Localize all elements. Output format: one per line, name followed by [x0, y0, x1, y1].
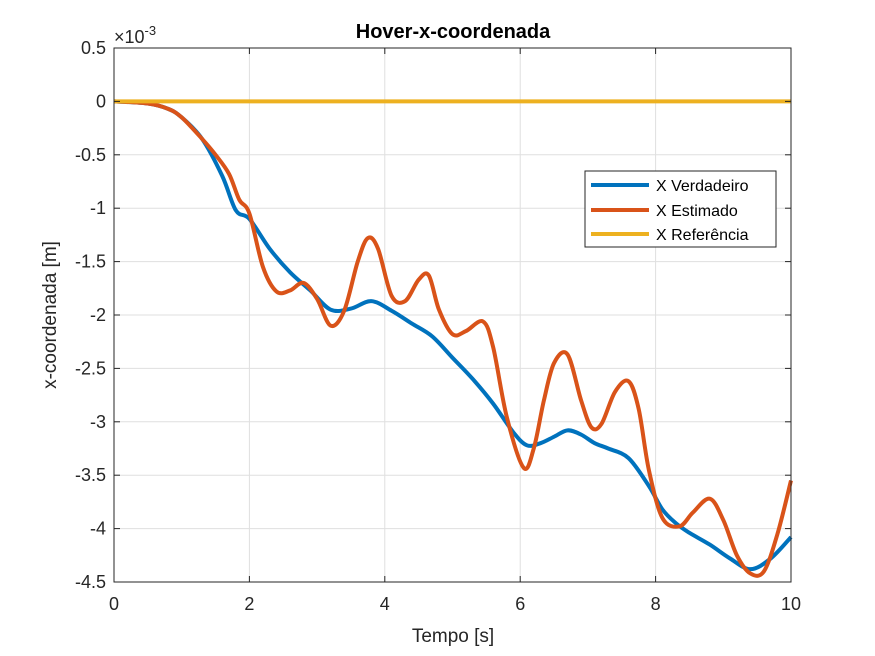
y-exponent-prefix: ×10 [114, 27, 145, 47]
tick-labels: 0 2 4 6 8 10 0.5 0 -0.5 -1 -1.5 -2 -2.5 -3 -3.5 -4 -4.5 [75, 38, 801, 614]
y-tick-label: -3.5 [75, 465, 106, 485]
x-tick-label: 8 [651, 594, 661, 614]
x-tick-label: 10 [781, 594, 801, 614]
y-tick-label: 0 [96, 91, 106, 111]
ticks [113, 47, 792, 583]
y-tick-label: -2 [90, 305, 106, 325]
y-tick-label: -0.5 [75, 145, 106, 165]
legend-label-estimado: X Estimado [656, 203, 738, 220]
x-tick-label: 4 [380, 594, 390, 614]
chart-title: Hover-x-coordenada [356, 21, 551, 43]
legend: X Verdadeiro X Estimado X Referência [584, 170, 777, 248]
legend-label-referencia: X Referência [656, 227, 749, 244]
series-line-verdadeiro [113, 99, 793, 572]
y-axis-label: x-coordenada [m] [40, 241, 61, 389]
y-exponent-label: ×10-3 [114, 23, 156, 47]
x-tick-label: 6 [515, 594, 525, 614]
legend-label-verdadeiro: X Verdadeiro [656, 178, 749, 195]
grid [114, 48, 791, 582]
y-exponent-power: -3 [145, 23, 157, 38]
y-tick-label: -1 [90, 198, 106, 218]
y-tick-label: -4 [90, 519, 106, 539]
y-tick-label: -1.5 [75, 252, 106, 272]
series-line-estimado [113, 99, 793, 578]
x-tick-label: 2 [244, 594, 254, 614]
y-tick-label: -4.5 [75, 572, 106, 592]
y-tick-label: -3 [90, 412, 106, 432]
x-axis-label: Tempo [s] [412, 626, 494, 647]
series-layer [113, 99, 793, 578]
y-tick-label: 0.5 [81, 38, 106, 58]
y-tick-label: -2.5 [75, 358, 106, 378]
x-tick-label: 0 [109, 594, 119, 614]
